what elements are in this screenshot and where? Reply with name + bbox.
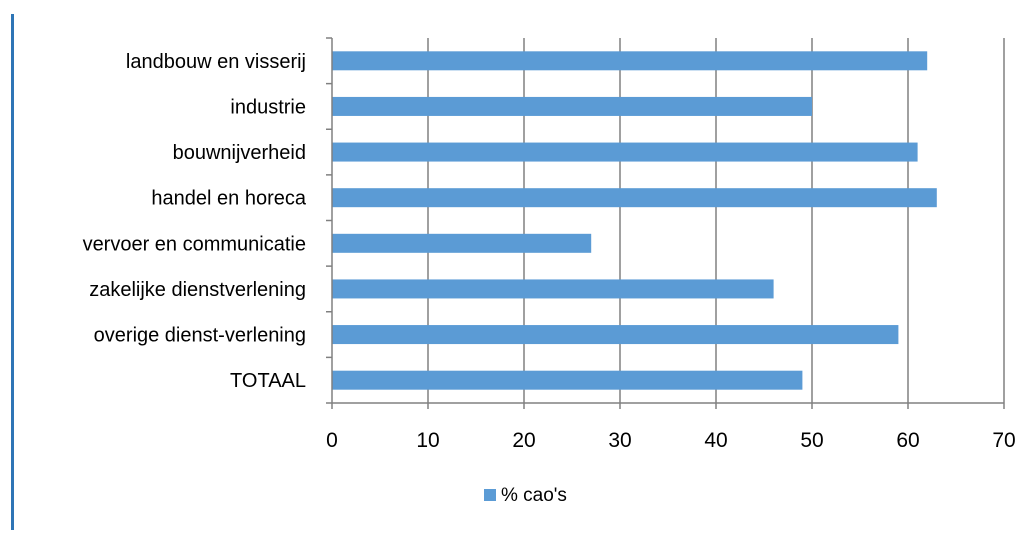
grid-layer <box>427 38 1005 403</box>
y-category-label: zakelijke dienstverlening <box>89 279 306 301</box>
bar <box>332 96 812 116</box>
y-category-label: handel en horeca <box>151 188 306 210</box>
left-frame-accent <box>11 14 14 530</box>
bar <box>332 370 803 390</box>
y-category-label: landbouw en visserij <box>126 51 306 73</box>
y-category-label: industrie <box>230 96 306 118</box>
x-tick-label: 0 <box>326 429 338 452</box>
bar <box>332 233 592 253</box>
legend: % cao's <box>484 485 567 506</box>
y-category-label: overige dienst-verlening <box>94 325 306 347</box>
label-layer: 0 10 20 30 40 50 60 70 landbouw en visserij indus… <box>83 51 1016 452</box>
x-tick-label: 40 <box>704 429 727 452</box>
x-tick-label: 50 <box>800 429 823 452</box>
legend-label: % cao's <box>501 485 567 506</box>
legend-swatch <box>484 489 496 501</box>
y-category-label: bouwnijverheid <box>173 142 306 164</box>
x-tick-label: 60 <box>896 429 919 452</box>
x-tick-label: 30 <box>608 429 631 452</box>
bar <box>332 188 937 208</box>
chart-title: sector <box>190 0 256 1</box>
axis-layer <box>326 37 1005 409</box>
y-category-label: vervoer en communicatie <box>83 233 306 255</box>
x-tick-label: 20 <box>512 429 535 452</box>
bar <box>332 142 918 162</box>
bar <box>332 279 774 299</box>
x-tick-label: 10 <box>416 429 439 452</box>
bar <box>332 51 928 71</box>
bar-layer <box>332 51 937 390</box>
y-category-label: TOTAAL <box>230 370 306 392</box>
x-tick-label: 70 <box>992 429 1015 452</box>
bar <box>332 325 899 345</box>
